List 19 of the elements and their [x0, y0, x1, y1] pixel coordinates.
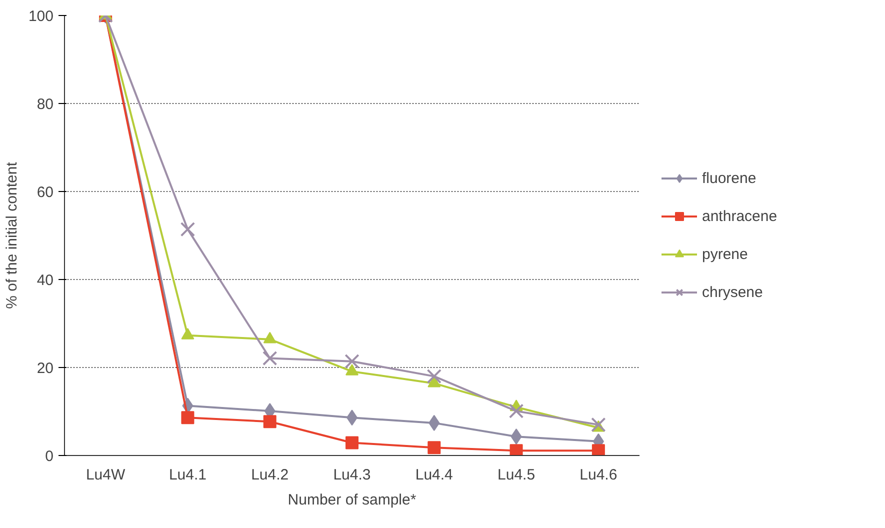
y-axis-title: % of the initial content — [3, 161, 20, 309]
legend-label: pyrene — [702, 246, 748, 262]
legend-label: chrysene — [702, 284, 763, 300]
x-tick-label: Lu4W — [86, 466, 126, 484]
y-tick-label: 60 — [36, 184, 54, 201]
y-tick-label: 80 — [36, 96, 54, 113]
legend-label: fluorene — [702, 170, 756, 186]
legend-label: anthracene — [702, 208, 778, 224]
x-tick-label: Lu4.3 — [333, 466, 371, 484]
y-tick-label: 40 — [36, 272, 54, 289]
x-tick-label: Lu4.6 — [580, 466, 618, 484]
y-tick-label: 20 — [36, 360, 54, 377]
x-tick-label: Lu4.1 — [168, 466, 206, 484]
x-axis-title: Number of sample* — [288, 492, 416, 508]
x-tick-label: Lu4.4 — [415, 466, 453, 484]
y-tick-label: 100 — [28, 8, 54, 25]
x-tick-label: Lu4.5 — [498, 466, 536, 484]
y-tick-label: 0 — [45, 448, 54, 465]
x-tick-label: Lu4.2 — [251, 466, 289, 484]
